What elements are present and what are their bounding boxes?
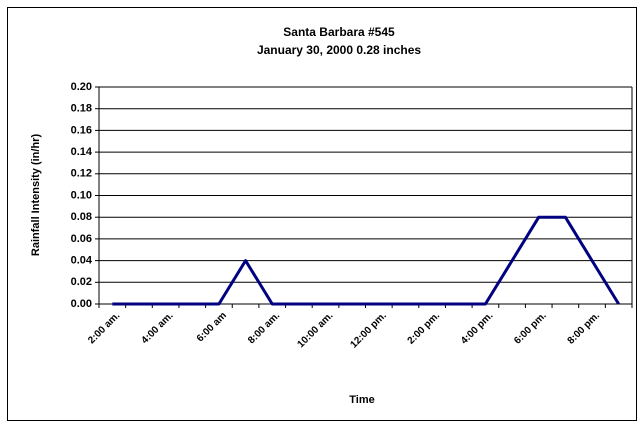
y-tick-label: 0.12 [71,168,92,180]
y-tick-label: 0.08 [71,211,92,223]
data-line [112,215,620,306]
y-tick-label: 0.20 [71,81,92,93]
y-tick-label: 0.06 [71,233,92,245]
chart-subtitle: January 30, 2000 0.28 inches [257,43,421,57]
y-tick-label: 0.18 [71,103,92,115]
y-tick-label: 0.04 [71,255,93,267]
y-tick-label: 0.14 [71,146,93,158]
y-tick-label: 0.10 [71,189,92,201]
y-tick-label: 0.16 [71,124,92,136]
chart-frame [7,7,637,421]
chart-title: Santa Barbara #545 [283,25,395,39]
y-axis-label: Rainfall Intensity (in/hr) [30,134,42,257]
y-tick-label: 0.00 [71,298,92,310]
x-axis-label: Time [349,394,374,406]
y-tick-label: 0.02 [71,276,92,288]
